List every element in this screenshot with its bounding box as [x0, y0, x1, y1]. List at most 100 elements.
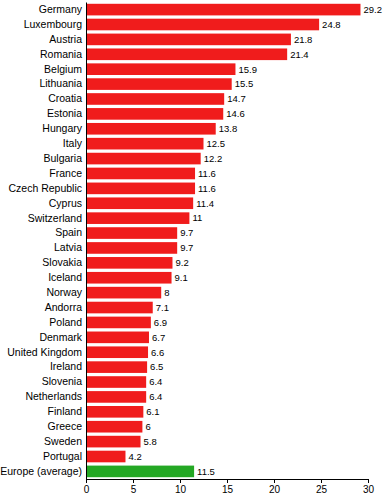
tick-label: Croatia — [48, 92, 82, 104]
bar — [86, 93, 224, 105]
data-label: 9.7 — [180, 227, 193, 238]
tick: Europe (average) — [0, 465, 82, 477]
tick-mark — [227, 479, 228, 483]
data-label: 11.6 — [198, 168, 216, 179]
bar — [86, 272, 172, 284]
bar — [86, 317, 151, 329]
data-label: 6.1 — [146, 406, 159, 417]
bar — [86, 168, 195, 180]
tick: Austria — [49, 33, 82, 45]
tick-label: 5 — [131, 484, 137, 495]
tick-label: Andorra — [45, 301, 83, 313]
data-label: 8 — [164, 287, 169, 298]
bar — [86, 212, 189, 224]
tick-label: Italy — [63, 137, 83, 149]
data-label: 4.2 — [128, 451, 141, 462]
plot: 29.224.821.821.415.915.514.714.613.812.5… — [0, 3, 382, 496]
tick-label: Sweden — [44, 435, 82, 447]
tick-label: Spain — [55, 226, 82, 238]
axis-line — [86, 3, 87, 480]
tick-label: Finland — [48, 405, 83, 417]
tick-label: Bulgaria — [43, 152, 82, 164]
tick-mark — [133, 479, 134, 483]
tick: Poland — [49, 316, 82, 328]
data-label: 6.5 — [150, 361, 163, 372]
bar — [86, 123, 216, 135]
data-label: 15.9 — [238, 64, 257, 75]
tick-label: Portugal — [43, 450, 82, 462]
data-label: 29.2 — [363, 4, 382, 15]
chart: 29.224.821.821.415.915.514.714.613.812.5… — [0, 0, 386, 501]
tick: Sweden — [44, 435, 82, 447]
tick: France — [49, 167, 82, 179]
data-label: 5.8 — [144, 436, 157, 447]
tick: 30 — [363, 479, 375, 495]
data-label: 6.7 — [152, 332, 165, 343]
data-label: 13.8 — [219, 123, 238, 134]
bar — [86, 34, 291, 46]
data-label: 12.5 — [207, 138, 226, 149]
tick: Finland — [48, 405, 83, 417]
tick-label: Iceland — [48, 271, 82, 283]
axis-line — [87, 480, 369, 484]
tick: Czech Republic — [8, 182, 82, 194]
tick: Norway — [46, 286, 82, 298]
tick: Slovenia — [42, 375, 82, 387]
tick-label: Estonia — [47, 107, 82, 119]
data-label: 11 — [192, 212, 202, 223]
bars — [86, 4, 360, 477]
y-axis: GermanyLuxembourgAustriaRomaniaBelgiumLi… — [0, 3, 86, 480]
tick: Spain — [55, 226, 82, 238]
bar — [86, 287, 161, 299]
tick: Belgium — [44, 63, 82, 75]
tick: Netherlands — [25, 390, 82, 402]
tick-label: Czech Republic — [8, 182, 82, 194]
tick-label: 30 — [363, 484, 375, 495]
data-label: 11.5 — [197, 466, 215, 477]
tick: Slovakia — [42, 256, 82, 268]
data-label: 14.6 — [226, 108, 245, 119]
bar — [86, 376, 146, 388]
tick-mark — [274, 479, 275, 483]
data-label: 11.6 — [198, 183, 216, 194]
tick: Lithuania — [39, 77, 82, 89]
tick-label: Lithuania — [39, 77, 82, 89]
bar — [86, 227, 177, 239]
tick: 5 — [131, 479, 137, 495]
data-label: 6.4 — [149, 391, 162, 402]
tick-label: Denmark — [39, 331, 82, 343]
tick-label: Netherlands — [25, 390, 82, 402]
tick-label: 20 — [269, 484, 281, 495]
data-label: 21.8 — [294, 34, 313, 45]
bar — [86, 153, 201, 165]
tick-label: Germany — [39, 3, 83, 15]
bar — [86, 183, 195, 195]
bar — [86, 466, 194, 478]
bar — [86, 391, 146, 403]
tick: 15 — [222, 479, 234, 495]
bar — [86, 257, 172, 269]
tick: 0 — [84, 479, 90, 495]
tick: Luxembourg — [24, 18, 83, 30]
tick: Switzerland — [28, 212, 82, 224]
tick: Iceland — [48, 271, 82, 283]
tick-label: Cyprus — [49, 197, 82, 209]
tick-mark — [86, 479, 87, 483]
bar — [86, 436, 141, 448]
tick: Italy — [63, 137, 83, 149]
data-label: 6 — [145, 421, 150, 432]
tick: 25 — [316, 479, 328, 495]
tick-label: Poland — [49, 316, 82, 328]
data-label: 6.4 — [149, 376, 162, 387]
tick-label: Ireland — [50, 360, 82, 372]
data-label: 11.4 — [196, 198, 214, 209]
bar — [86, 63, 235, 75]
tick-label: Latvia — [54, 241, 82, 253]
data-label: 6.6 — [151, 347, 164, 358]
tick: 20 — [269, 479, 281, 495]
tick-label: 0 — [84, 484, 90, 495]
bar — [86, 451, 125, 463]
data-labels: 29.224.821.821.415.915.514.714.613.812.5… — [128, 4, 382, 477]
tick: Greece — [48, 420, 83, 432]
data-label: 9.1 — [175, 272, 188, 283]
